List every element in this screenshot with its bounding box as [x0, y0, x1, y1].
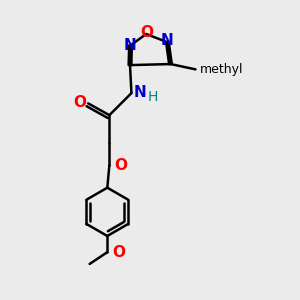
Text: N: N	[134, 85, 147, 100]
Text: N: N	[161, 33, 174, 48]
Text: O: O	[112, 245, 126, 260]
Text: N: N	[124, 38, 136, 53]
Text: O: O	[73, 95, 86, 110]
Text: O: O	[115, 158, 128, 173]
Text: H: H	[148, 90, 158, 104]
Text: methyl: methyl	[200, 63, 243, 76]
Text: O: O	[140, 25, 153, 40]
